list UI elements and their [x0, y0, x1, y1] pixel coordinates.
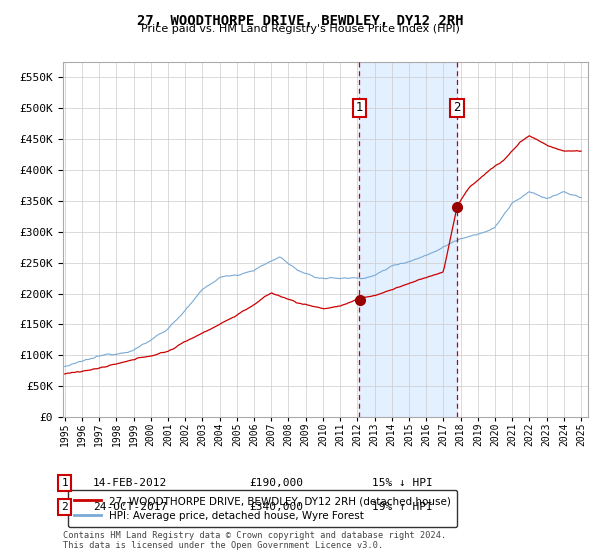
Text: 27, WOODTHORPE DRIVE, BEWDLEY, DY12 2RH: 27, WOODTHORPE DRIVE, BEWDLEY, DY12 2RH [137, 14, 463, 28]
Text: 1: 1 [61, 478, 68, 488]
Text: 15% ↓ HPI: 15% ↓ HPI [372, 478, 433, 488]
Text: Contains HM Land Registry data © Crown copyright and database right 2024.
This d: Contains HM Land Registry data © Crown c… [63, 531, 446, 550]
Text: Price paid vs. HM Land Registry's House Price Index (HPI): Price paid vs. HM Land Registry's House … [140, 24, 460, 34]
Legend: 27, WOODTHORPE DRIVE, BEWDLEY, DY12 2RH (detached house), HPI: Average price, de: 27, WOODTHORPE DRIVE, BEWDLEY, DY12 2RH … [68, 490, 457, 527]
Text: 1: 1 [356, 101, 363, 114]
Text: 14-FEB-2012: 14-FEB-2012 [93, 478, 167, 488]
Text: 19% ↑ HPI: 19% ↑ HPI [372, 502, 433, 512]
Text: 2: 2 [61, 502, 68, 512]
Text: £190,000: £190,000 [249, 478, 303, 488]
Text: 24-OCT-2017: 24-OCT-2017 [93, 502, 167, 512]
Text: £340,000: £340,000 [249, 502, 303, 512]
Text: 2: 2 [453, 101, 461, 114]
Bar [359, 62, 457, 417]
